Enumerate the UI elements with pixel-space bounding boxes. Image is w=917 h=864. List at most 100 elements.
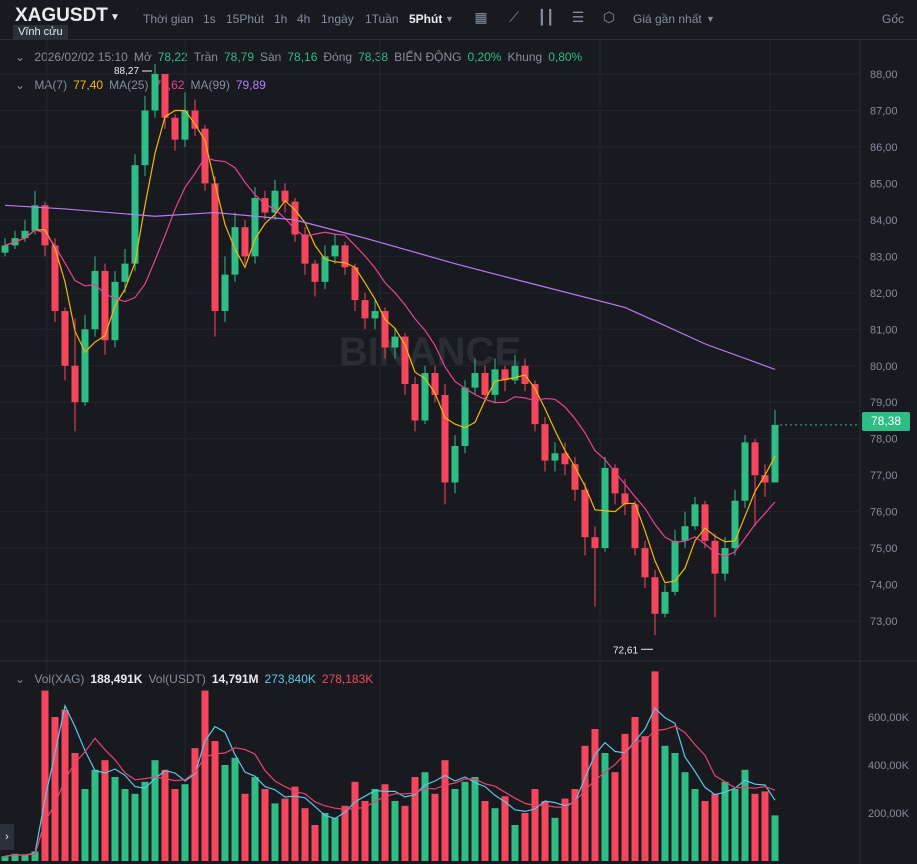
- volume-bar: [91, 769, 99, 861]
- candle-up: [371, 311, 379, 319]
- collapse-icon[interactable]: ⌄: [15, 672, 26, 686]
- interval-1w[interactable]: 1Tuần: [365, 12, 399, 26]
- volume-bar: [491, 808, 499, 861]
- volume-bar: [501, 796, 509, 861]
- ma7-value: 77,40: [73, 78, 104, 92]
- expand-panel-button[interactable]: ›: [0, 824, 14, 850]
- volume-bar: [331, 817, 339, 861]
- volume-bar: [151, 760, 159, 861]
- volume-bar: [271, 803, 279, 861]
- chart-header: XAGUSDT ▼ Vĩnh cửu Thời gian 1s 15Phút 1…: [0, 0, 917, 40]
- candle-up: [1, 245, 9, 253]
- candle-down: [361, 300, 369, 319]
- volu-label: Vol(USDT): [148, 672, 206, 686]
- candle-up: [181, 110, 189, 140]
- collapse-icon[interactable]: ⌄: [15, 50, 26, 64]
- interval-time[interactable]: Thời gian: [143, 12, 194, 26]
- symbol-dropdown-icon[interactable]: ▼: [110, 12, 120, 23]
- range-label: Khung: [507, 50, 543, 64]
- candle-down: [61, 311, 69, 366]
- candle-up: [91, 270, 99, 330]
- scale-select[interactable]: Gốc: [882, 12, 905, 26]
- volume-bar: [341, 805, 349, 861]
- candle-up: [511, 365, 519, 381]
- volume-bar: [201, 690, 209, 861]
- volume-bar: [11, 853, 19, 861]
- volume-bar: [511, 825, 519, 861]
- candle-down: [51, 245, 59, 312]
- price-tick-label: 79,00: [870, 397, 898, 409]
- volume-bar: [621, 733, 629, 861]
- candle-up: [251, 197, 259, 257]
- volume-bar: [281, 798, 289, 861]
- candle-down: [351, 267, 359, 301]
- interval-4h[interactable]: 4h: [297, 12, 311, 26]
- candle-up: [601, 467, 609, 549]
- interval-5m-active[interactable]: 5Phút: [409, 12, 443, 26]
- calendar-icon[interactable]: ▦: [474, 9, 488, 25]
- volume-bar: [771, 815, 779, 861]
- candle-down: [541, 424, 549, 461]
- volume-bar: [391, 801, 399, 861]
- volume-bar: [241, 793, 249, 861]
- volu-value: 14,791M: [211, 672, 259, 686]
- interval-dropdown-icon[interactable]: ▼: [445, 14, 454, 24]
- ohlc-info-row: ⌄ 2026/02/02 15:10 Mở 78,22 Trần 78,79 Sàn 78,…: [15, 50, 588, 64]
- close-label: Đóng: [323, 50, 353, 64]
- candle-down: [561, 453, 569, 465]
- volume-bar: [521, 813, 529, 861]
- price-chart[interactable]: 88,00 87,00 86,00 85,00 84,00 83,00 82,00 81,00…: [0, 40, 917, 864]
- price-type-dropdown-icon[interactable]: ▼: [706, 14, 715, 24]
- volume-tick-label: 600,00K: [868, 712, 910, 724]
- volume-bar: [101, 760, 109, 861]
- volume-bar: [671, 753, 679, 861]
- candle-up: [221, 274, 229, 312]
- candle-down: [711, 540, 719, 574]
- vol-ma2-value: 278,183K: [321, 672, 374, 686]
- price-tick-label: 78,00: [870, 434, 898, 446]
- candle-down: [581, 489, 589, 538]
- volume-bar: [171, 789, 179, 861]
- vol-label: Vol(XAG): [34, 672, 85, 686]
- volume-bar: [601, 753, 609, 861]
- candle-up: [451, 445, 459, 483]
- settings-icon[interactable]: ⬡: [602, 9, 616, 25]
- volume-bar: [751, 793, 759, 861]
- candle-down: [171, 117, 179, 140]
- candle-down: [411, 383, 419, 421]
- interval-1s[interactable]: 1s: [203, 12, 216, 26]
- volume-bar: [381, 784, 389, 861]
- candlestick-icon[interactable]: ┃┃: [537, 9, 555, 25]
- volume-bar: [291, 786, 299, 861]
- volume-bar: [161, 769, 169, 861]
- price-tick-label: 77,00: [870, 470, 898, 482]
- symbol-title[interactable]: XAGUSDT: [15, 5, 108, 26]
- indicator-settings-icon[interactable]: ☰: [571, 9, 585, 25]
- volume-bar: [591, 729, 599, 861]
- candle-up: [661, 591, 669, 614]
- price-type-select[interactable]: Giá gần nhất: [633, 12, 702, 26]
- candle-down: [651, 577, 659, 614]
- collapse-icon[interactable]: ⌄: [15, 78, 26, 92]
- interval-15m[interactable]: 15Phút: [226, 12, 265, 26]
- line-chart-icon[interactable]: ⟋: [509, 9, 519, 25]
- volume-bar: [31, 851, 39, 861]
- price-tick-label: 87,00: [870, 105, 898, 117]
- ma25-label: MA(25): [109, 78, 149, 92]
- volume-bar: [1, 856, 9, 861]
- ma-info-row: ⌄ MA(7) 77,40 MA(25) 75,62 MA(99) 79,89: [15, 78, 272, 92]
- candle-down: [301, 234, 309, 264]
- contract-type-badge: Vĩnh cửu: [13, 25, 68, 39]
- price-tick-label: 86,00: [870, 142, 898, 154]
- candle-down: [341, 245, 349, 268]
- volume-bar: [301, 808, 309, 861]
- price-tick-label: 80,00: [870, 361, 898, 373]
- low-value: 78,16: [287, 50, 318, 64]
- volume-bar: [371, 789, 379, 861]
- price-tick-label: 74,00: [870, 580, 898, 592]
- volume-bar: [131, 793, 139, 861]
- interval-1h[interactable]: 1h: [274, 12, 288, 26]
- volume-bar: [231, 757, 239, 861]
- interval-1d[interactable]: 1ngày: [321, 12, 354, 26]
- volume-bar: [211, 741, 219, 861]
